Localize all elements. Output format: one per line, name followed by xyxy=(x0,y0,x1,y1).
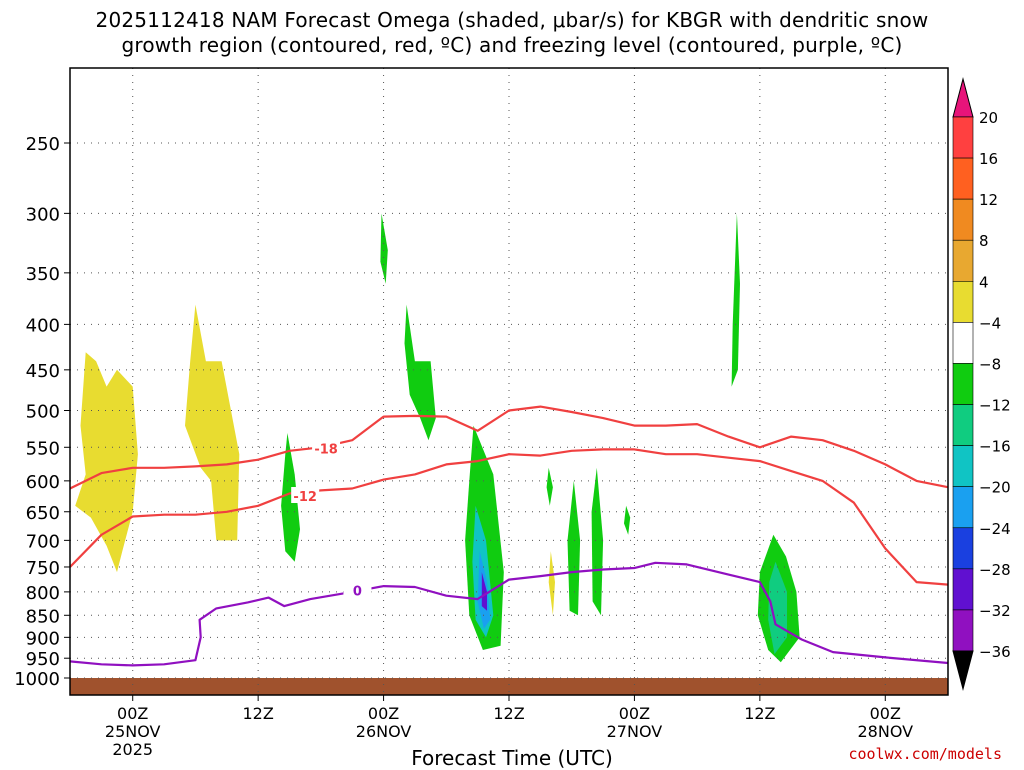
colorbar-band xyxy=(952,568,974,611)
x-tick-label: 27NOV xyxy=(607,722,663,741)
y-tick-label: 600 xyxy=(26,472,60,493)
colorbar-label: −24 xyxy=(979,520,1011,538)
colorbar-label: −20 xyxy=(979,479,1011,497)
y-tick-label: 750 xyxy=(26,558,60,579)
colorbar-label: −32 xyxy=(979,602,1011,620)
x-tick-label: 00Z xyxy=(117,704,148,723)
colorbar-label: −16 xyxy=(979,438,1011,456)
y-tick-label: 950 xyxy=(26,649,60,670)
terrain-band xyxy=(70,678,948,695)
colorbar-band xyxy=(952,157,974,200)
omega-shading xyxy=(75,213,800,663)
colorbar-band xyxy=(952,116,974,159)
x-tick-label: 12Z xyxy=(493,704,524,723)
colorbar-label: 12 xyxy=(979,191,998,209)
contour-label-bg xyxy=(312,439,341,456)
contour-line xyxy=(69,561,949,667)
y-tick-label: 900 xyxy=(26,628,60,649)
y-tick-label: 700 xyxy=(26,531,60,552)
x-tick-label: 12Z xyxy=(744,704,775,723)
contour-line xyxy=(69,448,949,586)
x-tick-label: 00Z xyxy=(870,704,901,723)
colorbar-label: −4 xyxy=(979,314,1001,332)
y-tick-label: 800 xyxy=(26,583,60,604)
contour-label-bg xyxy=(291,486,320,503)
y-tick-label: 300 xyxy=(26,204,60,225)
x-tick-label: 00Z xyxy=(368,704,399,723)
x-tick-label: 00Z xyxy=(619,704,650,723)
y-tick-label: 250 xyxy=(26,134,60,155)
colorbar-bottom-arrow xyxy=(952,650,974,691)
x-tick-label: 25NOV xyxy=(105,722,161,741)
y-tick-label: 1000 xyxy=(14,669,60,690)
colorbar-band xyxy=(952,404,974,446)
omega-blob-teal-10 xyxy=(768,561,787,655)
colorbar-label: 16 xyxy=(979,150,998,168)
chart-title-line1: 2025112418 NAM Forecast Omega (shaded, μ… xyxy=(95,8,929,32)
y-tick-label: 550 xyxy=(26,438,60,459)
omega-blob-green-6 xyxy=(567,480,581,616)
x-tick-label: 26NOV xyxy=(356,722,412,741)
x-tick-label: 28NOV xyxy=(857,722,913,741)
colorbar-band xyxy=(952,609,974,652)
colorbar: 20 16 12 8 4 −4 −8 −12 −16 −20 −24 −28 −32 −36 xyxy=(952,77,1011,691)
colorbar-label: 20 xyxy=(979,109,998,127)
omega-blob-green-9 xyxy=(731,213,740,387)
omega-blob-green-5 xyxy=(546,467,553,506)
y-tick-label: 850 xyxy=(26,606,60,627)
colorbar-band xyxy=(952,445,974,487)
y-tick-label: 650 xyxy=(26,503,60,524)
y-tick-label: 450 xyxy=(26,361,60,382)
colorbar-label: −12 xyxy=(979,397,1011,415)
omega-blob-green-3 xyxy=(404,304,436,441)
colorbar-label: −36 xyxy=(979,643,1011,661)
y-tick-label: 500 xyxy=(26,402,60,423)
contour-line xyxy=(257,405,949,489)
colorbar-label: 8 xyxy=(979,232,989,250)
colorbar-band xyxy=(952,527,974,570)
omega-blob-green-2 xyxy=(380,213,388,284)
colorbar-band xyxy=(952,239,974,282)
contour-label-bg xyxy=(343,581,372,598)
omega-blob-yellow-1 xyxy=(75,352,138,573)
colorbar-label: 4 xyxy=(979,273,989,291)
contour-label: 0 xyxy=(353,584,362,599)
y-axis-ticks: 2503003504004505005506006507007508008509… xyxy=(14,134,70,690)
omega-blob-green-7 xyxy=(591,467,604,616)
omega-blob-green-8 xyxy=(624,505,631,535)
omega-blob-purple-4 xyxy=(481,572,487,611)
colorbar-top-arrow xyxy=(952,77,974,118)
x-tick-label: 2025 xyxy=(112,740,153,759)
colorbar-band xyxy=(952,198,974,241)
omega-blob-yellow-2 xyxy=(185,304,240,541)
credit-link[interactable]: coolwx.com/models xyxy=(848,745,1002,763)
colorbar-band xyxy=(952,322,974,364)
terrain-fill xyxy=(70,678,948,695)
y-tick-label: 350 xyxy=(26,264,60,285)
chart-title-line2: growth region (contoured, red, ºC) and f… xyxy=(121,33,903,57)
x-axis-label: Forecast Time (UTC) xyxy=(411,746,613,770)
omega-blob-green-1 xyxy=(281,433,300,562)
colorbar-band xyxy=(952,486,974,529)
omega-blob-yellow-3 xyxy=(548,551,555,616)
colorbar-label: −8 xyxy=(979,355,1001,373)
colorbar-label: −28 xyxy=(979,561,1011,579)
contour-label: -12 xyxy=(293,490,317,505)
colorbar-band xyxy=(952,281,974,323)
colorbar-band xyxy=(952,363,974,405)
y-tick-label: 400 xyxy=(26,315,60,336)
x-tick-label: 12Z xyxy=(242,704,273,723)
temperature-contours: -18 -12 0 xyxy=(69,405,949,667)
contour-label: -18 xyxy=(314,443,338,458)
contour-line xyxy=(69,458,259,490)
